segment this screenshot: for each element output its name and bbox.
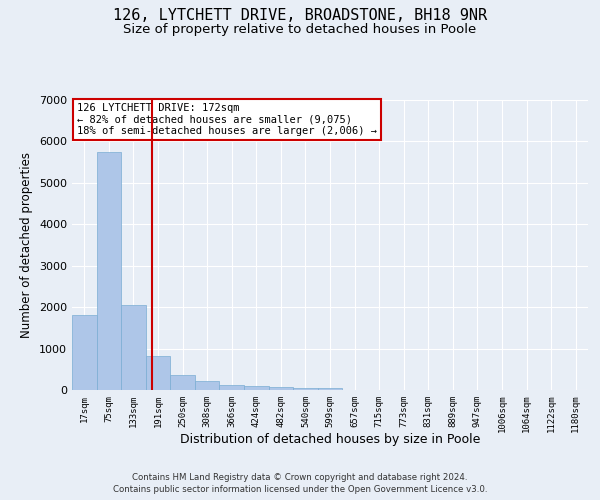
Bar (146, 356, 170, 390)
Bar (269, 387, 293, 390)
Bar (97, 152, 121, 390)
Text: Contains HM Land Registry data © Crown copyright and database right 2024.: Contains HM Land Registry data © Crown c… (132, 472, 468, 482)
Text: 126, LYTCHETT DRIVE, BROADSTONE, BH18 9NR: 126, LYTCHETT DRIVE, BROADSTONE, BH18 9N… (113, 8, 487, 22)
Text: Size of property relative to detached houses in Poole: Size of property relative to detached ho… (124, 22, 476, 36)
Bar (220, 384, 244, 390)
Bar (170, 375, 195, 390)
Bar (195, 381, 220, 390)
Text: 126 LYTCHETT DRIVE: 172sqm
← 82% of detached houses are smaller (9,075)
18% of s: 126 LYTCHETT DRIVE: 172sqm ← 82% of deta… (77, 103, 377, 136)
Bar (72, 316, 97, 390)
Bar (293, 388, 318, 390)
Text: Distribution of detached houses by size in Poole: Distribution of detached houses by size … (180, 432, 480, 446)
Bar (318, 388, 342, 390)
Y-axis label: Number of detached properties: Number of detached properties (20, 152, 34, 338)
Bar (244, 386, 269, 390)
Bar (121, 305, 146, 390)
Text: Contains public sector information licensed under the Open Government Licence v3: Contains public sector information licen… (113, 485, 487, 494)
